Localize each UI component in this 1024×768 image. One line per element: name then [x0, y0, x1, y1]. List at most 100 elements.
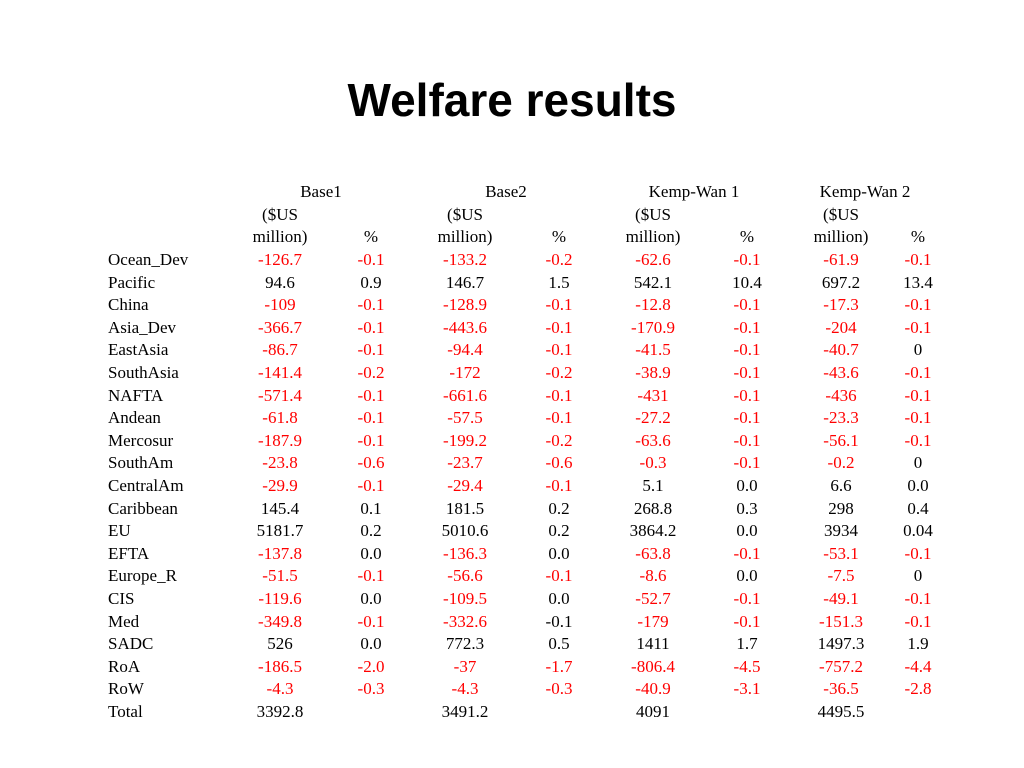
- header-group-kempwan1: Kemp-Wan 1: [648, 182, 740, 202]
- value-cell: -126.7: [258, 250, 302, 270]
- value-cell: -349.8: [258, 611, 302, 631]
- value-cell: -49.1: [823, 588, 859, 608]
- value-cell: -40.7: [823, 340, 859, 360]
- row-label: NAFTA: [108, 385, 164, 405]
- header-unit-line2: million): [625, 227, 681, 247]
- percent-cell: -0.1: [545, 566, 573, 586]
- percent-cell: -0.2: [545, 430, 573, 450]
- percent-cell: -0.1: [545, 317, 573, 337]
- value-cell: -571.4: [258, 385, 302, 405]
- value-cell: 3934: [824, 521, 858, 541]
- value-cell: -137.8: [258, 543, 302, 563]
- value-cell: -128.9: [443, 295, 487, 315]
- percent-cell: -0.1: [733, 611, 761, 631]
- percent-cell: -0.1: [357, 250, 385, 270]
- row-label: China: [108, 295, 149, 315]
- table-row: RoW -4.3 -0.3 -4.3 -0.3 -40.9 -3.1 -36.5 -2.8: [108, 678, 942, 701]
- percent-cell: -0.1: [357, 295, 385, 315]
- header-row-groups: Base1 Base2 Kemp-Wan 1 Kemp-Wan 2: [108, 181, 942, 204]
- percent-cell: -0.1: [733, 588, 761, 608]
- header-unit-line1: ($US: [447, 204, 483, 224]
- percent-cell: 1.5: [548, 272, 570, 292]
- value-cell: -332.6: [443, 611, 487, 631]
- row-label: RoW: [108, 679, 144, 699]
- value-cell: -4.3: [266, 679, 294, 699]
- value-cell: -94.4: [447, 340, 483, 360]
- percent-cell: -3.1: [733, 679, 761, 699]
- table-row: Med -349.8 -0.1 -332.6 -0.1 -179 -0.1 -151.3 -0.…: [108, 610, 942, 633]
- table-row: Pacific 94.6 0.9 146.7 1.5 542.1 10.4 697.2 13.4: [108, 271, 942, 294]
- percent-cell: -0.1: [545, 476, 573, 496]
- value-cell: -179: [637, 611, 669, 631]
- value-cell: 6.6: [830, 476, 852, 496]
- percent-cell: -0.2: [545, 363, 573, 383]
- header-unit-line2: million): [437, 227, 493, 247]
- percent-cell: -0.1: [733, 295, 761, 315]
- value-cell: -109.5: [443, 588, 487, 608]
- percent-cell: -0.1: [545, 611, 573, 631]
- percent-cell: 10.4: [732, 272, 762, 292]
- percent-cell: 1.9: [907, 634, 929, 654]
- value-cell: -40.9: [635, 679, 671, 699]
- percent-cell: 0.2: [360, 521, 382, 541]
- percent-cell: -0.1: [357, 476, 385, 496]
- percent-cell: -0.1: [733, 250, 761, 270]
- percent-cell: 0: [913, 453, 923, 473]
- percent-cell: -0.1: [357, 385, 385, 405]
- value-cell: -7.5: [827, 566, 855, 586]
- header-group-kempwan2: Kemp-Wan 2: [819, 182, 911, 202]
- row-label: Med: [108, 611, 140, 631]
- header-pct: %: [910, 227, 926, 247]
- percent-cell: -0.1: [357, 566, 385, 586]
- percent-cell: -0.1: [904, 543, 932, 563]
- percent-cell: -0.3: [545, 679, 573, 699]
- row-label: Europe_R: [108, 566, 177, 586]
- value-cell: 4091: [636, 701, 670, 721]
- table-row: RoA -186.5 -2.0 -37 -1.7 -806.4 -4.5 -757.2 -4.4: [108, 655, 942, 678]
- percent-cell: -0.1: [904, 317, 932, 337]
- value-cell: -61.8: [262, 408, 298, 428]
- value-cell: 697.2: [821, 272, 861, 292]
- table-row: SADC 526 0.0 772.3 0.5 1411 1.7 1497.3 1.9: [108, 633, 942, 656]
- value-cell: 5010.6: [441, 521, 489, 541]
- percent-cell: 0.3: [736, 498, 758, 518]
- header-unit-line2: million): [813, 227, 869, 247]
- value-cell: 1411: [636, 634, 670, 654]
- percent-cell: -0.1: [733, 317, 761, 337]
- percent-cell: -4.5: [733, 656, 761, 676]
- percent-cell: -0.1: [904, 363, 932, 383]
- table-row: SouthAm -23.8 -0.6 -23.7 -0.6 -0.3 -0.1 -0.2 0: [108, 452, 942, 475]
- percent-cell: -0.2: [357, 363, 385, 383]
- value-cell: -757.2: [819, 656, 863, 676]
- row-label: Caribbean: [108, 498, 178, 518]
- percent-cell: [330, 701, 412, 724]
- percent-cell: -0.1: [545, 408, 573, 428]
- value-cell: -186.5: [258, 656, 302, 676]
- value-cell: -443.6: [443, 317, 487, 337]
- percent-cell: 0.2: [548, 498, 570, 518]
- percent-cell: [894, 701, 942, 724]
- percent-cell: -0.1: [904, 408, 932, 428]
- header-pct: %: [739, 227, 755, 247]
- percent-cell: 0.5: [548, 634, 570, 654]
- percent-cell: -0.1: [545, 295, 573, 315]
- percent-cell: -0.3: [357, 679, 385, 699]
- value-cell: -119.6: [258, 588, 302, 608]
- value-cell: -86.7: [262, 340, 298, 360]
- table-row: Ocean_Dev -126.7 -0.1 -133.2 -0.2 -62.6 -0.1 -6…: [108, 249, 942, 272]
- percent-cell: -0.1: [904, 430, 932, 450]
- row-label: RoA: [108, 656, 141, 676]
- value-cell: 542.1: [633, 272, 673, 292]
- value-cell: 94.6: [265, 272, 295, 292]
- percent-cell: -0.1: [733, 385, 761, 405]
- header-unit-line1: ($US: [635, 204, 671, 224]
- percent-cell: 0.2: [548, 521, 570, 541]
- row-label: SADC: [108, 634, 154, 654]
- percent-cell: 0.0: [360, 588, 382, 608]
- percent-cell: -0.1: [357, 340, 385, 360]
- percent-cell: 0.0: [736, 521, 758, 541]
- value-cell: -56.1: [823, 430, 859, 450]
- value-cell: 3864.2: [629, 521, 677, 541]
- table-row: Asia_Dev -366.7 -0.1 -443.6 -0.1 -170.9 -0.1 -2…: [108, 317, 942, 340]
